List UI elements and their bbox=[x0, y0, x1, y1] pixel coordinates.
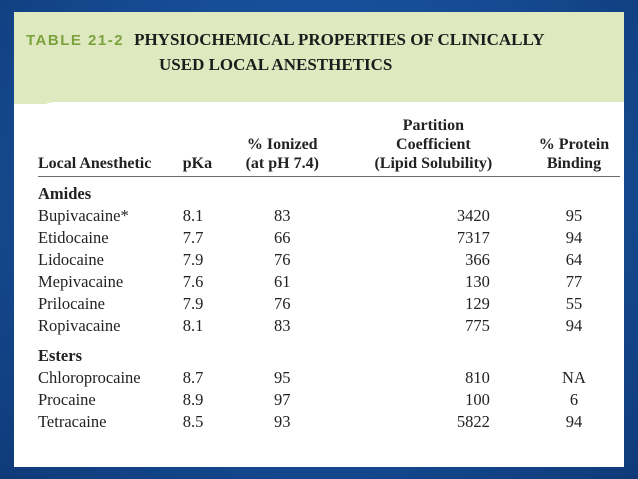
cell-name: Tetracaine bbox=[38, 412, 107, 431]
cell-partition: 810 bbox=[465, 368, 490, 387]
col-header-partition: Partition Coefficient (Lipid Solubility) bbox=[339, 116, 528, 177]
cell-partition: 5822 bbox=[456, 412, 490, 431]
col-header-protein-l1: % Protein bbox=[538, 136, 610, 153]
cell-partition: 129 bbox=[465, 294, 490, 313]
cell-pka: 8.9 bbox=[182, 390, 204, 409]
cell-protein: 55 bbox=[565, 294, 583, 313]
cell-name: Procaine bbox=[38, 390, 96, 409]
group-row-amides: Amides bbox=[38, 177, 620, 206]
table-row: Lidocaine 7.9 76 366 64 bbox=[38, 249, 620, 271]
cell-pka: 7.9 bbox=[182, 250, 204, 269]
cell-ionized: 83 bbox=[273, 206, 291, 225]
anesthetics-table: Local Anesthetic pKa % Ionized (at pH 7.… bbox=[38, 116, 620, 433]
cell-pka: 8.1 bbox=[182, 206, 204, 225]
col-header-ionized: % Ionized (at pH 7.4) bbox=[226, 116, 339, 177]
header-row: Local Anesthetic pKa % Ionized (at pH 7.… bbox=[38, 116, 620, 177]
cell-name: Etidocaine bbox=[38, 228, 109, 247]
table-title-line2: USED LOCAL ANESTHETICS bbox=[159, 55, 393, 74]
cell-pka: 7.9 bbox=[182, 294, 204, 313]
cell-ionized: 95 bbox=[273, 368, 291, 387]
cell-protein: 6 bbox=[569, 390, 579, 409]
caption-band bbox=[14, 12, 624, 104]
cell-name: Prilocaine bbox=[38, 294, 105, 313]
table-row: Ropivacaine 8.1 83 775 94 bbox=[38, 315, 620, 337]
col-header-partition-l1: Partition bbox=[402, 117, 465, 134]
cell-ionized: 76 bbox=[273, 294, 291, 313]
cell-protein: 94 bbox=[565, 228, 583, 247]
cell-pka: 8.5 bbox=[182, 412, 204, 431]
col-header-ionized-l2: (at pH 7.4) bbox=[245, 155, 319, 172]
group-row-esters: Esters bbox=[38, 345, 620, 367]
cell-ionized: 93 bbox=[273, 412, 291, 431]
cell-protein: NA bbox=[562, 368, 586, 387]
group-label: Amides bbox=[38, 184, 92, 203]
cell-ionized: 66 bbox=[273, 228, 291, 247]
col-header-name: Local Anesthetic bbox=[38, 155, 152, 172]
cell-ionized: 76 bbox=[273, 250, 291, 269]
cell-protein: 94 bbox=[565, 316, 583, 335]
table-row: Mepivacaine 7.6 61 130 77 bbox=[38, 271, 620, 293]
cell-ionized: 83 bbox=[273, 316, 291, 335]
table-row: Etidocaine 7.7 66 7317 94 bbox=[38, 227, 620, 249]
cell-protein: 77 bbox=[565, 272, 583, 291]
slide-frame: TABLE 21-2 PHYSIOCHEMICAL PROPERTIES OF … bbox=[14, 12, 624, 467]
cell-pka: 7.6 bbox=[182, 272, 204, 291]
cell-ionized: 61 bbox=[273, 272, 291, 291]
cell-name: Chloroprocaine bbox=[38, 368, 141, 387]
cell-name: Ropivacaine bbox=[38, 316, 121, 335]
col-header-protein: % Protein Binding bbox=[528, 116, 620, 177]
table-row: Bupivacaine* 8.1 83 3420 95 bbox=[38, 205, 620, 227]
table-row: Prilocaine 7.9 76 129 55 bbox=[38, 293, 620, 315]
table-title-line1: PHYSIOCHEMICAL PROPERTIES OF CLINICALLY bbox=[134, 30, 545, 49]
col-header-pka: pKa bbox=[182, 155, 213, 172]
table-row: Procaine 8.9 97 100 6 bbox=[38, 389, 620, 411]
cell-name: Mepivacaine bbox=[38, 272, 124, 291]
cell-pka: 8.1 bbox=[182, 316, 204, 335]
cell-partition: 100 bbox=[465, 390, 490, 409]
col-header-protein-l2: Binding bbox=[546, 155, 602, 172]
table-panel bbox=[28, 102, 624, 467]
table-caption: TABLE 21-2 PHYSIOCHEMICAL PROPERTIES OF … bbox=[26, 28, 616, 77]
cell-name: Bupivacaine* bbox=[38, 206, 129, 225]
cell-pka: 7.7 bbox=[182, 228, 204, 247]
col-header-ionized-l1: % Ionized bbox=[246, 136, 318, 153]
col-header-partition-l2: Coefficient bbox=[396, 136, 471, 153]
cell-name: Lidocaine bbox=[38, 250, 104, 269]
cell-partition: 366 bbox=[465, 250, 490, 269]
col-header-partition-l3: (Lipid Solubility) bbox=[374, 155, 493, 172]
cell-protein: 64 bbox=[565, 250, 583, 269]
cell-protein: 94 bbox=[565, 412, 583, 431]
cell-partition: 7317 bbox=[456, 228, 490, 247]
cell-partition: 3420 bbox=[456, 206, 490, 225]
cell-ionized: 97 bbox=[273, 390, 291, 409]
group-label: Esters bbox=[38, 346, 82, 365]
group-spacer bbox=[38, 337, 620, 345]
table-row: Chloroprocaine 8.7 95 810 NA bbox=[38, 367, 620, 389]
cell-pka: 8.7 bbox=[182, 368, 204, 387]
cell-protein: 95 bbox=[565, 206, 583, 225]
cell-partition: 775 bbox=[465, 316, 490, 335]
table-number: TABLE 21-2 bbox=[26, 32, 125, 49]
cell-partition: 130 bbox=[465, 272, 490, 291]
table-row: Tetracaine 8.5 93 5822 94 bbox=[38, 411, 620, 433]
